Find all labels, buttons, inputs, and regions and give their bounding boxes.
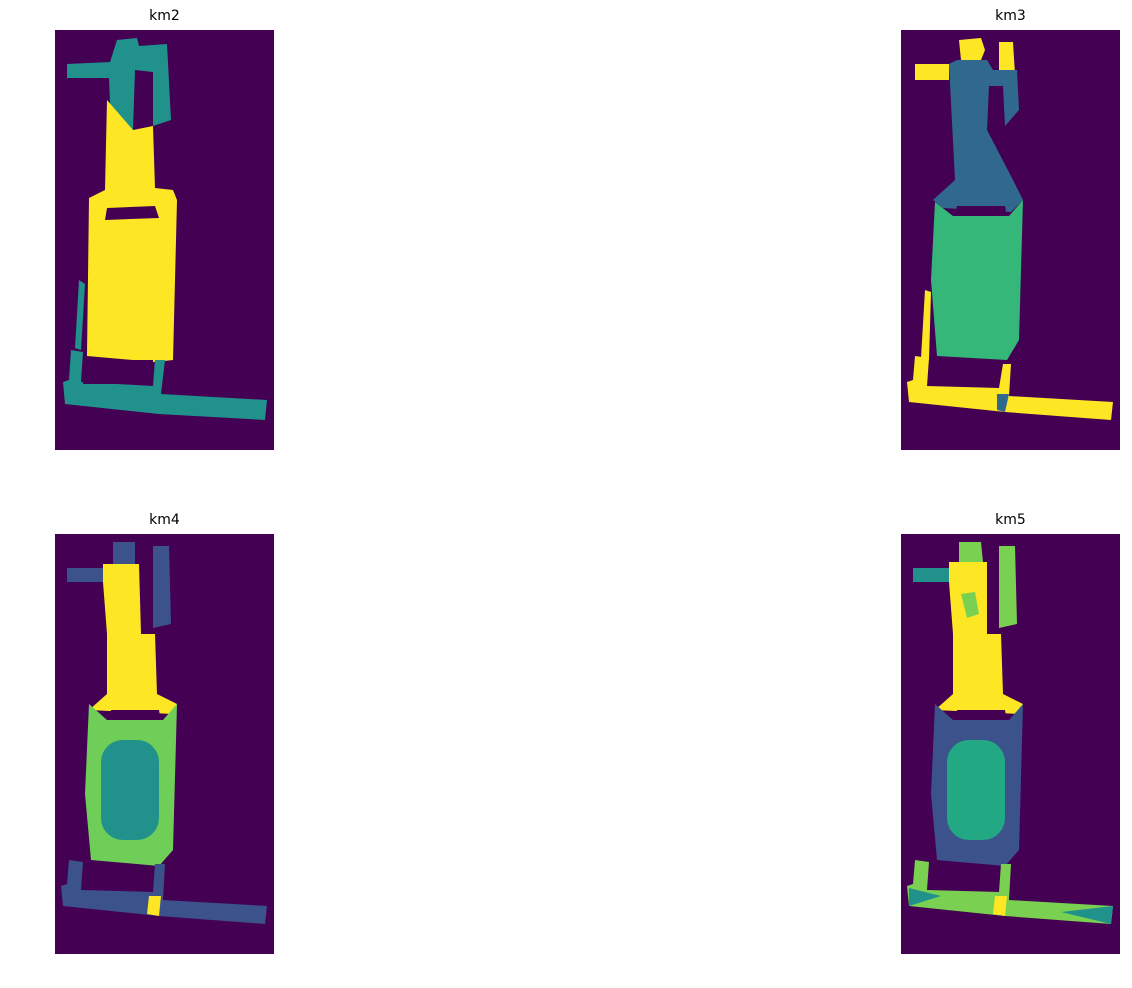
segmentation-image <box>901 30 1120 450</box>
segmentation-image <box>901 534 1120 954</box>
panel-title: km5 <box>995 512 1026 528</box>
panel-title: km4 <box>149 512 180 528</box>
segmentation-image <box>55 534 274 954</box>
panel-title: km3 <box>995 8 1026 24</box>
panel-title: km2 <box>149 8 180 24</box>
segmentation-image <box>55 30 274 450</box>
